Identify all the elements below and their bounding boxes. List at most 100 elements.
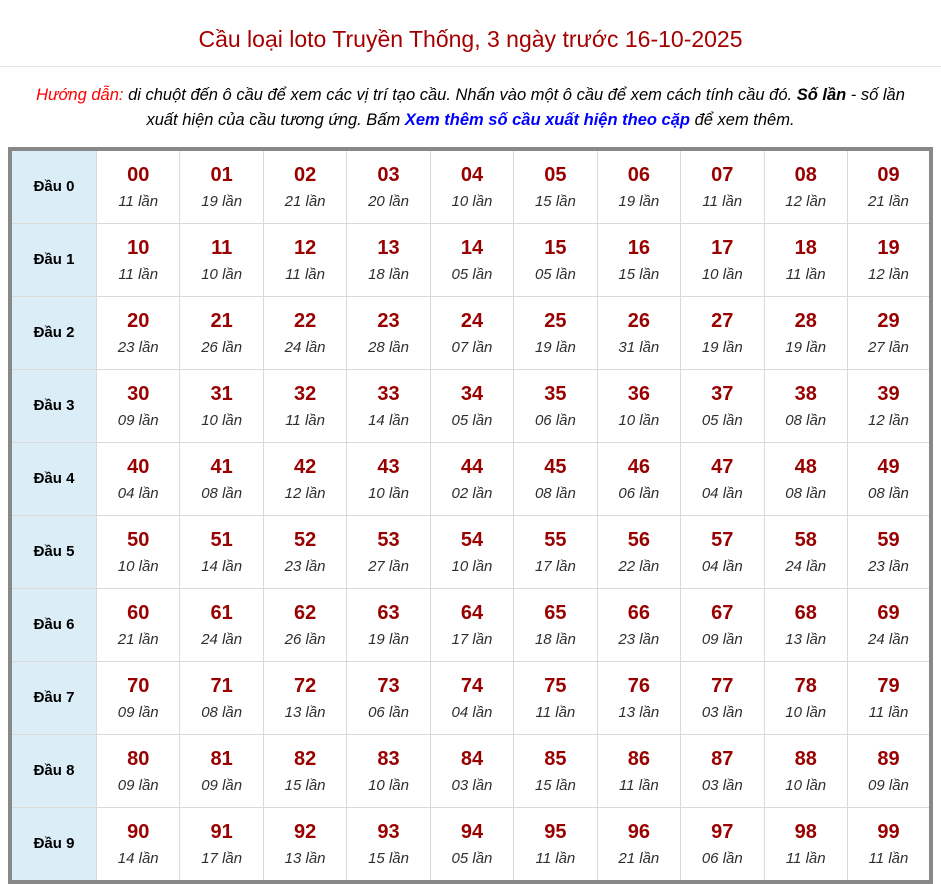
cau-cell-17[interactable]: 17 10 lần <box>680 222 765 297</box>
cau-cell-11[interactable]: 11 10 lần <box>179 222 264 297</box>
cau-cell-01[interactable]: 01 19 lần <box>179 148 264 224</box>
cau-cell-73[interactable]: 73 06 lần <box>346 660 431 735</box>
cau-cell-83[interactable]: 83 10 lần <box>346 733 431 808</box>
cau-cell-72[interactable]: 72 13 lần <box>262 660 348 735</box>
cau-cell-55[interactable]: 55 17 lần <box>513 514 598 589</box>
cau-cell-95[interactable]: 95 11 lần <box>513 806 598 883</box>
cau-cell-23[interactable]: 23 28 lần <box>346 295 431 370</box>
cau-cell-67[interactable]: 67 09 lần <box>680 587 765 662</box>
cau-cell-90[interactable]: 90 14 lần <box>95 806 181 883</box>
cau-cell-75[interactable]: 75 11 lần <box>513 660 598 735</box>
cau-cell-88[interactable]: 88 10 lần <box>763 733 848 808</box>
cau-cell-94[interactable]: 94 05 lần <box>429 806 515 883</box>
cau-cell-99[interactable]: 99 11 lần <box>846 806 932 883</box>
cau-cell-45[interactable]: 45 08 lần <box>513 441 598 516</box>
cau-cell-36[interactable]: 36 10 lần <box>596 368 682 443</box>
cau-cell-60[interactable]: 60 21 lần <box>95 587 181 662</box>
cau-cell-06[interactable]: 06 19 lần <box>596 148 682 224</box>
cau-cell-91[interactable]: 91 17 lần <box>179 806 264 883</box>
cau-cell-30[interactable]: 30 09 lần <box>95 368 181 443</box>
cau-cell-50[interactable]: 50 10 lần <box>95 514 181 589</box>
cau-cell-85[interactable]: 85 15 lần <box>513 733 598 808</box>
cau-cell-40[interactable]: 40 04 lần <box>95 441 181 516</box>
cau-cell-16[interactable]: 16 15 lần <box>596 222 682 297</box>
cau-cell-93[interactable]: 93 15 lần <box>346 806 431 883</box>
cau-cell-03[interactable]: 03 20 lần <box>346 148 431 224</box>
cau-cell-47[interactable]: 47 04 lần <box>680 441 765 516</box>
cau-cell-12[interactable]: 12 11 lần <box>262 222 348 297</box>
cau-cell-19[interactable]: 19 12 lần <box>846 222 932 297</box>
cau-cell-25[interactable]: 25 19 lần <box>513 295 598 370</box>
cau-cell-76[interactable]: 76 13 lần <box>596 660 682 735</box>
cau-cell-38[interactable]: 38 08 lần <box>763 368 848 443</box>
cau-cell-79[interactable]: 79 11 lần <box>846 660 932 735</box>
cau-cell-77[interactable]: 77 03 lần <box>680 660 765 735</box>
cau-cell-71[interactable]: 71 08 lần <box>179 660 264 735</box>
cau-cell-24[interactable]: 24 07 lần <box>429 295 515 370</box>
cau-cell-22[interactable]: 22 24 lần <box>262 295 348 370</box>
see-more-pairs-link[interactable]: Xem thêm số cầu xuất hiện theo cặp <box>404 111 690 130</box>
cau-cell-54[interactable]: 54 10 lần <box>429 514 515 589</box>
cau-cell-33[interactable]: 33 14 lần <box>346 368 431 443</box>
cau-cell-02[interactable]: 02 21 lần <box>262 148 348 224</box>
cau-cell-41[interactable]: 41 08 lần <box>179 441 264 516</box>
cau-cell-89[interactable]: 89 09 lần <box>846 733 932 808</box>
cau-cell-96[interactable]: 96 21 lần <box>596 806 682 883</box>
cau-cell-31[interactable]: 31 10 lần <box>179 368 264 443</box>
cau-cell-34[interactable]: 34 05 lần <box>429 368 515 443</box>
cau-cell-57[interactable]: 57 04 lần <box>680 514 765 589</box>
cau-cell-00[interactable]: 00 11 lần <box>95 148 181 224</box>
cau-cell-28[interactable]: 28 19 lần <box>763 295 848 370</box>
cau-cell-29[interactable]: 29 27 lần <box>846 295 932 370</box>
cau-cell-27[interactable]: 27 19 lần <box>680 295 765 370</box>
cau-cell-49[interactable]: 49 08 lần <box>846 441 932 516</box>
cau-cell-15[interactable]: 15 05 lần <box>513 222 598 297</box>
cau-cell-98[interactable]: 98 11 lần <box>763 806 848 883</box>
cau-cell-04[interactable]: 04 10 lần <box>429 148 515 224</box>
cau-cell-87[interactable]: 87 03 lần <box>680 733 765 808</box>
cau-cell-86[interactable]: 86 11 lần <box>596 733 682 808</box>
cau-cell-43[interactable]: 43 10 lần <box>346 441 431 516</box>
cau-cell-18[interactable]: 18 11 lần <box>763 222 848 297</box>
cau-cell-78[interactable]: 78 10 lần <box>763 660 848 735</box>
cau-cell-52[interactable]: 52 23 lần <box>262 514 348 589</box>
cau-cell-08[interactable]: 08 12 lần <box>763 148 848 224</box>
cau-cell-10[interactable]: 10 11 lần <box>95 222 181 297</box>
cau-cell-84[interactable]: 84 03 lần <box>429 733 515 808</box>
cau-cell-14[interactable]: 14 05 lần <box>429 222 515 297</box>
cau-cell-39[interactable]: 39 12 lần <box>846 368 932 443</box>
cau-cell-42[interactable]: 42 12 lần <box>262 441 348 516</box>
cau-cell-63[interactable]: 63 19 lần <box>346 587 431 662</box>
cau-cell-51[interactable]: 51 14 lần <box>179 514 264 589</box>
cau-cell-05[interactable]: 05 15 lần <box>513 148 598 224</box>
cau-cell-09[interactable]: 09 21 lần <box>846 148 932 224</box>
cau-cell-65[interactable]: 65 18 lần <box>513 587 598 662</box>
cau-cell-80[interactable]: 80 09 lần <box>95 733 181 808</box>
cau-cell-92[interactable]: 92 13 lần <box>262 806 348 883</box>
cau-cell-59[interactable]: 59 23 lần <box>846 514 932 589</box>
cau-cell-70[interactable]: 70 09 lần <box>95 660 181 735</box>
cau-cell-26[interactable]: 26 31 lần <box>596 295 682 370</box>
cau-cell-44[interactable]: 44 02 lần <box>429 441 515 516</box>
cau-cell-62[interactable]: 62 26 lần <box>262 587 348 662</box>
cau-cell-97[interactable]: 97 06 lần <box>680 806 765 883</box>
cau-cell-32[interactable]: 32 11 lần <box>262 368 348 443</box>
cau-cell-20[interactable]: 20 23 lần <box>95 295 181 370</box>
cau-cell-81[interactable]: 81 09 lần <box>179 733 264 808</box>
cau-cell-53[interactable]: 53 27 lần <box>346 514 431 589</box>
cau-cell-48[interactable]: 48 08 lần <box>763 441 848 516</box>
cau-cell-37[interactable]: 37 05 lần <box>680 368 765 443</box>
cau-cell-69[interactable]: 69 24 lần <box>846 587 932 662</box>
cau-cell-66[interactable]: 66 23 lần <box>596 587 682 662</box>
cau-cell-68[interactable]: 68 13 lần <box>763 587 848 662</box>
cau-cell-35[interactable]: 35 06 lần <box>513 368 598 443</box>
cau-cell-64[interactable]: 64 17 lần <box>429 587 515 662</box>
cau-cell-13[interactable]: 13 18 lần <box>346 222 431 297</box>
cau-cell-07[interactable]: 07 11 lần <box>680 148 765 224</box>
cau-cell-56[interactable]: 56 22 lần <box>596 514 682 589</box>
cau-cell-21[interactable]: 21 26 lần <box>179 295 264 370</box>
cau-cell-82[interactable]: 82 15 lần <box>262 733 348 808</box>
cau-cell-61[interactable]: 61 24 lần <box>179 587 264 662</box>
cau-cell-74[interactable]: 74 04 lần <box>429 660 515 735</box>
cau-cell-58[interactable]: 58 24 lần <box>763 514 848 589</box>
